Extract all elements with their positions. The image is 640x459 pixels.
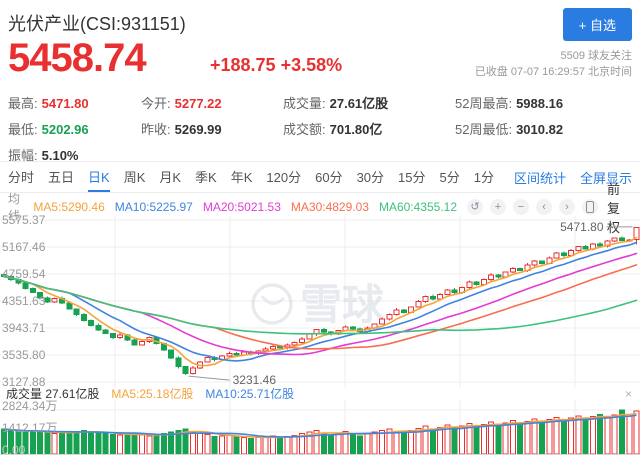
- svg-text:雪球: 雪球: [300, 281, 385, 328]
- zoom-in-icon[interactable]: +: [490, 199, 507, 215]
- ma-lines: [2, 236, 638, 367]
- stat-volume-value: 27.61亿股: [329, 96, 389, 111]
- stat-high-value: 5471.80: [41, 96, 89, 111]
- page-title: 光伏产业(CSI:931151): [8, 14, 186, 34]
- tab-月K[interactable]: 月K: [159, 169, 182, 185]
- stat-amplitude-value: 5.10%: [41, 148, 79, 163]
- stat-wk52-low-label: 52周最低:: [455, 122, 513, 137]
- stat-volume: 成交量: 27.61亿股: [283, 93, 455, 112]
- volume-ma5-label: MA5:25.18亿股: [111, 387, 194, 401]
- volume-bars: [0, 409, 640, 455]
- tab-120分[interactable]: 120分: [266, 169, 302, 185]
- stat-open: 今开: 5277.22: [141, 93, 283, 112]
- ma-legend-item-0: MA5:5290.46: [33, 200, 105, 214]
- stat-turnover: 成交额: 701.80亿: [283, 119, 455, 138]
- tab-list: 分时 五日 日K 周K 月K 季K 年K 120分 60分 30分 15分 5分 1分: [8, 162, 508, 192]
- fullscreen-link[interactable]: 全屏显示: [579, 170, 632, 186]
- pan-right-icon[interactable]: ›: [559, 199, 576, 215]
- period-tabs: 分时 五日 日K 周K 月K 季K 年K 120分 60分 30分 15分 5分 1分 区间统计 全屏显示: [0, 161, 640, 193]
- stat-low: 最低: 5202.96: [8, 119, 141, 138]
- stats-grid: 最高: 5471.80 今开: 5277.22 成交量: 27.61亿股 52周最高: 598…: [8, 93, 632, 164]
- stat-turnover-value: 701.80亿: [329, 122, 383, 137]
- tab-日K[interactable]: 日K: [88, 162, 110, 192]
- stat-turnover-label: 成交额:: [283, 122, 326, 137]
- reset-icon[interactable]: ↺: [467, 199, 484, 215]
- tab-5分[interactable]: 5分: [439, 169, 460, 185]
- range-stats-link[interactable]: 区间统计: [513, 170, 566, 186]
- volume-label: 成交量 27.61亿股: [6, 387, 100, 401]
- tab-分时[interactable]: 分时: [8, 169, 35, 185]
- ma-legend-row: 均线 MA5:5290.46 MA10:5225.97 MA20:5021.53 MA…: [8, 182, 632, 235]
- ma-legend-items: MA5:5290.46 MA10:5225.97 MA20:5021.53 MA30:…: [33, 200, 467, 214]
- stat-wk52-low-value: 3010.82: [516, 122, 564, 137]
- stat-amplitude: 振幅: 5.10%: [8, 145, 141, 164]
- tab-60分[interactable]: 60分: [315, 169, 343, 185]
- zoom-out-icon[interactable]: −: [513, 199, 530, 215]
- pan-left-icon[interactable]: ‹: [536, 199, 553, 215]
- stat-prev-close-value: 5269.99: [174, 122, 222, 137]
- followers-count: 5509 球友关注: [560, 50, 632, 62]
- close-icon[interactable]: ×: [624, 386, 632, 401]
- ma-legend-item-4: MA60:4355.12: [378, 200, 458, 214]
- change-percent: +3.58%: [280, 55, 343, 75]
- tab-年K[interactable]: 年K: [230, 169, 253, 185]
- stat-open-value: 5277.22: [174, 96, 222, 111]
- stat-prev-close: 昨收: 5269.99: [141, 119, 283, 138]
- volume-ma-lines: [3, 413, 637, 439]
- tab-周K[interactable]: 周K: [123, 169, 146, 185]
- current-price: 5458.74: [8, 36, 147, 80]
- stat-wk52-low: 52周最低: 3010.82: [455, 119, 632, 138]
- add-watchlist-button[interactable]: + 自选: [562, 8, 632, 41]
- tab-15分[interactable]: 15分: [398, 169, 426, 185]
- stat-low-value: 5202.96: [41, 122, 89, 137]
- ma-legend-item-2: MA20:5021.53: [202, 200, 281, 214]
- stat-low-label: 最低:: [8, 122, 38, 137]
- stat-amplitude-label: 振幅:: [8, 148, 38, 163]
- main-chart-svg[interactable]: 雪球 5471.80 3231.46: [0, 216, 640, 394]
- stat-prev-close-label: 昨收:: [141, 122, 171, 137]
- svg-text:5471.80: 5471.80: [560, 220, 604, 234]
- tab-links: 区间统计 全屏显示: [514, 162, 632, 192]
- chart-tools: ↺ + − ‹ ›: [467, 199, 599, 215]
- price-change: +188.75 +3.58%: [210, 55, 342, 76]
- volume-header: 成交量 27.61亿股 MA5:25.18亿股 MA10:25.71亿股 ×: [6, 385, 632, 402]
- xueqiu-watermark-icon: 雪球: [251, 281, 385, 328]
- candlestick-chart: 雪球 5471.80 3231.46 成交量 27.61亿股 MA5:25.18亿股…: [0, 213, 640, 459]
- stat-wk52-high: 52周最高: 5988.16: [455, 93, 632, 112]
- tab-1分[interactable]: 1分: [473, 169, 494, 185]
- market-status: 已收盘 07-07 16:29:57 北京时间: [474, 66, 632, 78]
- stat-wk52-high-label: 52周最高:: [455, 96, 513, 111]
- tab-季K[interactable]: 季K: [195, 169, 217, 185]
- change-amount: +188.75: [210, 55, 276, 75]
- tab-五日[interactable]: 五日: [48, 169, 75, 185]
- stat-high-label: 最高:: [8, 96, 38, 111]
- svg-text:3231.46: 3231.46: [233, 373, 277, 387]
- volume-chart-svg[interactable]: [0, 400, 640, 457]
- stat-wk52-high-value: 5988.16: [516, 96, 564, 111]
- stat-volume-label: 成交量:: [283, 96, 326, 111]
- ma-legend-item-1: MA10:5225.97: [114, 200, 193, 214]
- ma-legend-item-3: MA30:4829.03: [290, 200, 369, 214]
- market-status-block: 5509 球友关注 已收盘 07-07 16:29:57 北京时间: [475, 48, 632, 80]
- stat-high: 最高: 5471.80: [8, 93, 141, 112]
- volume-ma10-label: MA10:25.71亿股: [205, 387, 295, 401]
- tab-30分[interactable]: 30分: [356, 169, 385, 185]
- phone-icon[interactable]: [582, 199, 599, 215]
- price-annotations: 5471.80 3231.46: [188, 220, 633, 387]
- stat-open-label: 今开:: [141, 96, 171, 111]
